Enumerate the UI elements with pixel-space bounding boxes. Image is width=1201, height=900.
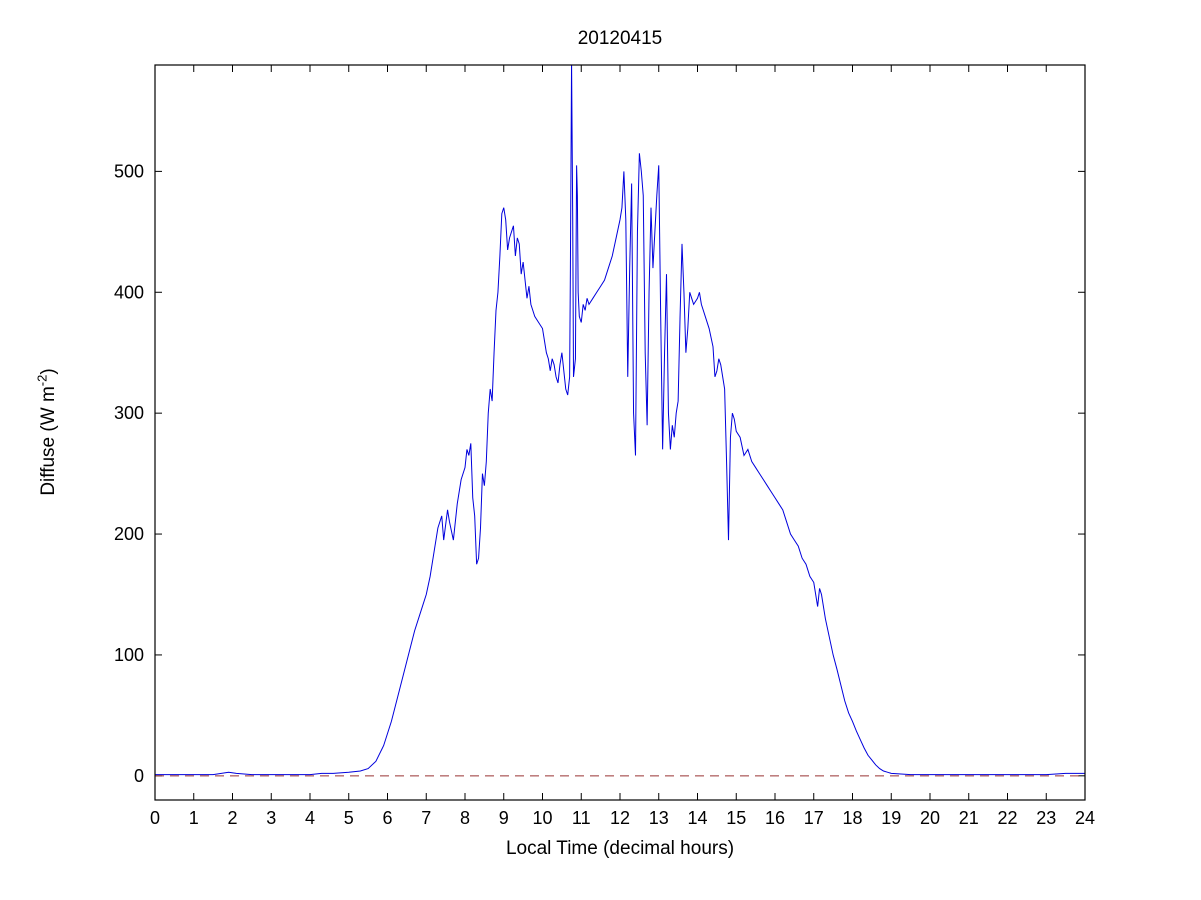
- x-tick-label: 5: [344, 808, 354, 828]
- x-tick-label: 9: [499, 808, 509, 828]
- x-tick-label: 24: [1075, 808, 1095, 828]
- x-tick-label: 16: [765, 808, 785, 828]
- x-tick-label: 7: [421, 808, 431, 828]
- x-tick-label: 12: [610, 808, 630, 828]
- x-tick-label: 11: [572, 808, 591, 828]
- x-tick-label: 13: [649, 808, 669, 828]
- series-diffuse-irradiance: [155, 65, 1085, 776]
- y-tick-label: 0: [134, 766, 144, 786]
- x-tick-label: 6: [382, 808, 392, 828]
- x-tick-label: 15: [726, 808, 746, 828]
- x-tick-label: 22: [997, 808, 1017, 828]
- x-tick-label: 2: [227, 808, 237, 828]
- x-tick-label: 0: [150, 808, 160, 828]
- chart-title: 20120415: [577, 28, 663, 49]
- x-tick-label: 21: [959, 808, 979, 828]
- y-tick-label: 300: [114, 403, 144, 423]
- y-tick-label: 400: [114, 282, 144, 302]
- y-tick-label: 200: [114, 524, 144, 544]
- x-tick-label: 1: [189, 808, 199, 828]
- x-tick-label: 8: [460, 808, 470, 828]
- x-tick-label: 14: [687, 808, 707, 828]
- x-tick-label: 10: [532, 808, 552, 828]
- x-tick-label: 23: [1036, 808, 1056, 828]
- x-tick-label: 3: [266, 808, 276, 828]
- x-tick-label: 4: [305, 808, 315, 828]
- axes-box: [154, 64, 1086, 801]
- x-tick-label: 20: [920, 808, 940, 828]
- x-tick-label: 18: [842, 808, 862, 828]
- y-axis-label-main: Diffuse (W m: [38, 386, 59, 496]
- x-axis-label: Local Time (decimal hours): [505, 838, 735, 859]
- y-tick-label: 100: [114, 645, 144, 665]
- x-tick-label: 19: [881, 808, 901, 828]
- y-tick-label: 500: [114, 161, 144, 181]
- y-axis-label-end: ): [38, 368, 59, 375]
- y-axis-label-sup: -2: [34, 374, 50, 387]
- x-tick-label: 17: [804, 808, 824, 828]
